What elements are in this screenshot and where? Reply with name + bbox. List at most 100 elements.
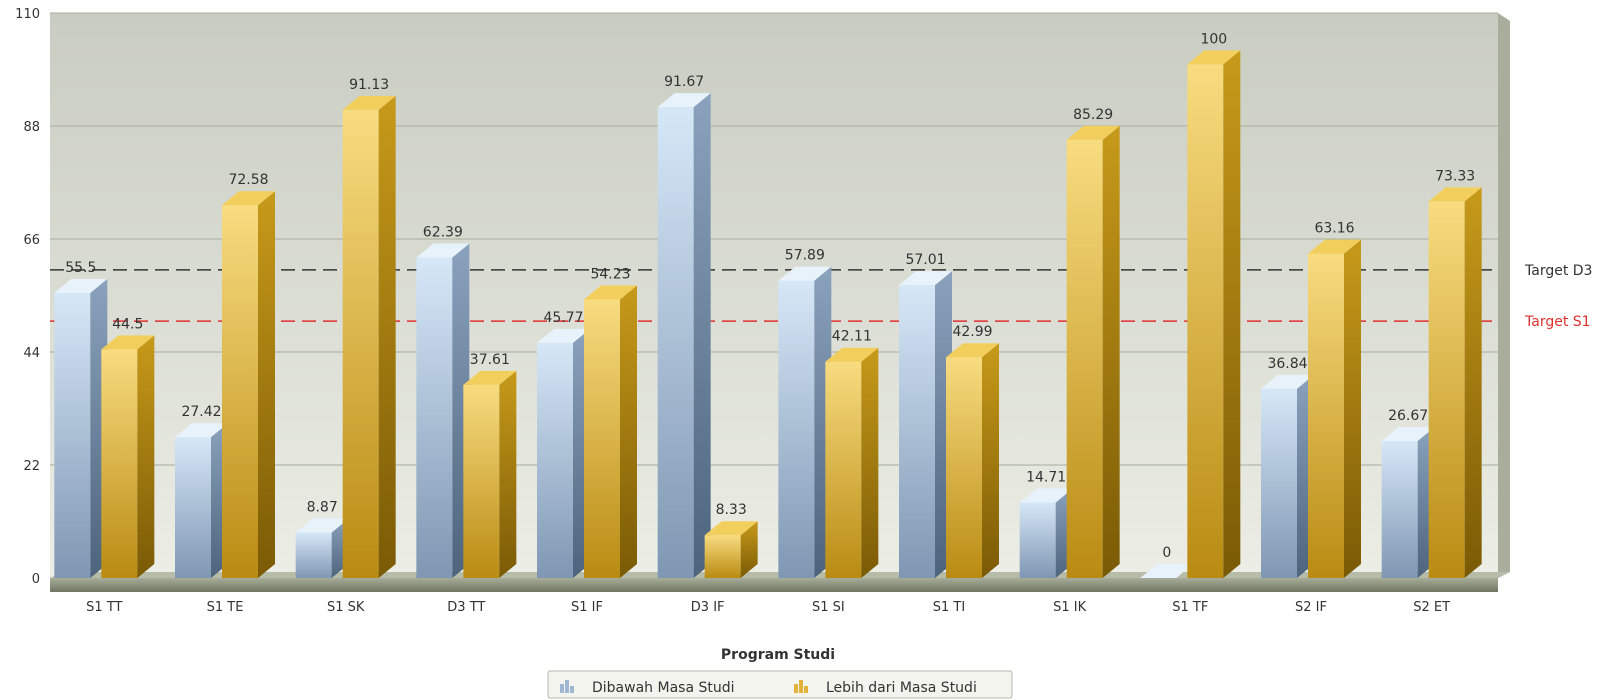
bar-top bbox=[175, 423, 228, 438]
bar bbox=[175, 423, 228, 578]
bar-front bbox=[1019, 502, 1056, 578]
bar bbox=[101, 335, 155, 578]
data-label: 36.84 bbox=[1267, 356, 1307, 372]
bar bbox=[295, 518, 349, 578]
x-axis: S1 TT S1 TE S1 SK D3 TT S1 IF D3 IF S1 SI S1 TI… bbox=[86, 600, 1450, 615]
bar bbox=[657, 93, 711, 579]
bar-top bbox=[1140, 564, 1194, 578]
bar-top bbox=[704, 521, 758, 536]
bar-top bbox=[825, 347, 879, 362]
data-label: 0 bbox=[1162, 545, 1171, 561]
x-tick-label: S2 IF bbox=[1295, 600, 1327, 615]
x-tick-label: S2 ET bbox=[1413, 600, 1450, 615]
data-label: 72.58 bbox=[228, 172, 268, 188]
bar-front bbox=[825, 361, 862, 578]
bar-front bbox=[1261, 388, 1297, 578]
bar-top bbox=[1261, 374, 1314, 389]
data-label: 8.87 bbox=[307, 499, 338, 515]
bar bbox=[1261, 374, 1314, 578]
target-lines: Target D3 Target S1 bbox=[50, 263, 1592, 330]
target-label: Target D3 bbox=[1524, 263, 1592, 279]
bar bbox=[584, 285, 637, 578]
bar-top bbox=[657, 93, 711, 108]
bar-top bbox=[1381, 427, 1435, 442]
bar-top bbox=[778, 266, 832, 281]
legend-label: Lebih dari Masa Studi bbox=[826, 680, 977, 696]
bar bbox=[899, 271, 952, 578]
data-label: 55.5 bbox=[65, 260, 96, 276]
bar-front bbox=[54, 292, 91, 578]
x-tick-label: S1 SK bbox=[327, 600, 365, 615]
bars bbox=[54, 50, 1482, 579]
bar-front bbox=[899, 285, 935, 578]
bar bbox=[1066, 125, 1120, 578]
bar-top bbox=[1187, 50, 1241, 65]
data-label: 14.71 bbox=[1026, 469, 1066, 485]
bar bbox=[1308, 239, 1361, 578]
bar-top bbox=[1428, 187, 1482, 202]
bar-side bbox=[137, 335, 155, 578]
bar-side bbox=[258, 191, 275, 578]
bar bbox=[1187, 50, 1241, 578]
data-label: 91.67 bbox=[664, 74, 704, 90]
legend-label: Dibawah Masa Studi bbox=[592, 680, 735, 696]
data-label: 73.33 bbox=[1435, 168, 1475, 184]
bar-top bbox=[54, 278, 108, 293]
data-label: 42.99 bbox=[952, 324, 992, 340]
bar bbox=[1140, 564, 1194, 578]
y-tick-label: 66 bbox=[23, 233, 40, 248]
bar-front bbox=[1308, 253, 1344, 578]
data-label: 45.77 bbox=[543, 310, 583, 326]
data-label: 63.16 bbox=[1314, 221, 1354, 237]
bar bbox=[1019, 488, 1073, 578]
bar-side bbox=[1102, 125, 1120, 578]
data-label: 85.29 bbox=[1073, 107, 1113, 123]
bar-front bbox=[463, 384, 500, 578]
data-label: 100 bbox=[1200, 31, 1227, 47]
x-tick-label: D3 IF bbox=[691, 600, 725, 615]
x-tick-label: S1 TT bbox=[86, 600, 122, 615]
bar-front bbox=[1381, 441, 1418, 578]
data-label: 91.13 bbox=[349, 77, 389, 93]
plot-area bbox=[50, 13, 1510, 592]
legend-icon bbox=[794, 680, 808, 693]
bar-side bbox=[861, 347, 879, 578]
bar-front bbox=[295, 532, 332, 578]
data-label: 62.39 bbox=[423, 225, 463, 241]
bar-top bbox=[899, 271, 952, 286]
bar-front bbox=[416, 257, 453, 578]
bar bbox=[825, 347, 879, 578]
x-axis-title: Program Studi bbox=[721, 647, 835, 663]
y-axis: 0 22 44 66 88 110 bbox=[15, 7, 40, 587]
bar-front bbox=[101, 349, 138, 578]
bar-front bbox=[657, 107, 694, 579]
bar-side bbox=[620, 285, 637, 578]
bar-side bbox=[1464, 187, 1482, 578]
data-label: 37.61 bbox=[470, 352, 510, 368]
bar-front bbox=[584, 299, 620, 578]
x-tick-label: D3 TT bbox=[447, 600, 485, 615]
legend-icon bbox=[560, 680, 574, 693]
bar-top bbox=[946, 343, 999, 358]
x-tick-label: S1 SI bbox=[812, 600, 845, 615]
y-tick-label: 0 bbox=[32, 572, 40, 587]
data-label: 44.5 bbox=[112, 316, 143, 332]
bar-top bbox=[1019, 488, 1073, 503]
plot-right-wall bbox=[1498, 13, 1510, 578]
x-tick-label: S1 TE bbox=[207, 600, 244, 615]
y-tick-label: 110 bbox=[15, 7, 40, 22]
bar-side bbox=[982, 343, 999, 578]
bar-top bbox=[222, 191, 275, 206]
bar-side bbox=[499, 370, 517, 578]
x-tick-label: S1 TI bbox=[933, 600, 965, 615]
y-tick-label: 44 bbox=[23, 346, 40, 361]
data-label: 26.67 bbox=[1388, 408, 1428, 424]
bar bbox=[416, 243, 470, 578]
bar-front bbox=[946, 357, 982, 578]
y-tick-label: 88 bbox=[23, 120, 40, 135]
bar bbox=[463, 370, 517, 578]
legend: Dibawah Masa Studi Lebih dari Masa Studi bbox=[547, 670, 1013, 699]
bar-top bbox=[584, 285, 637, 300]
